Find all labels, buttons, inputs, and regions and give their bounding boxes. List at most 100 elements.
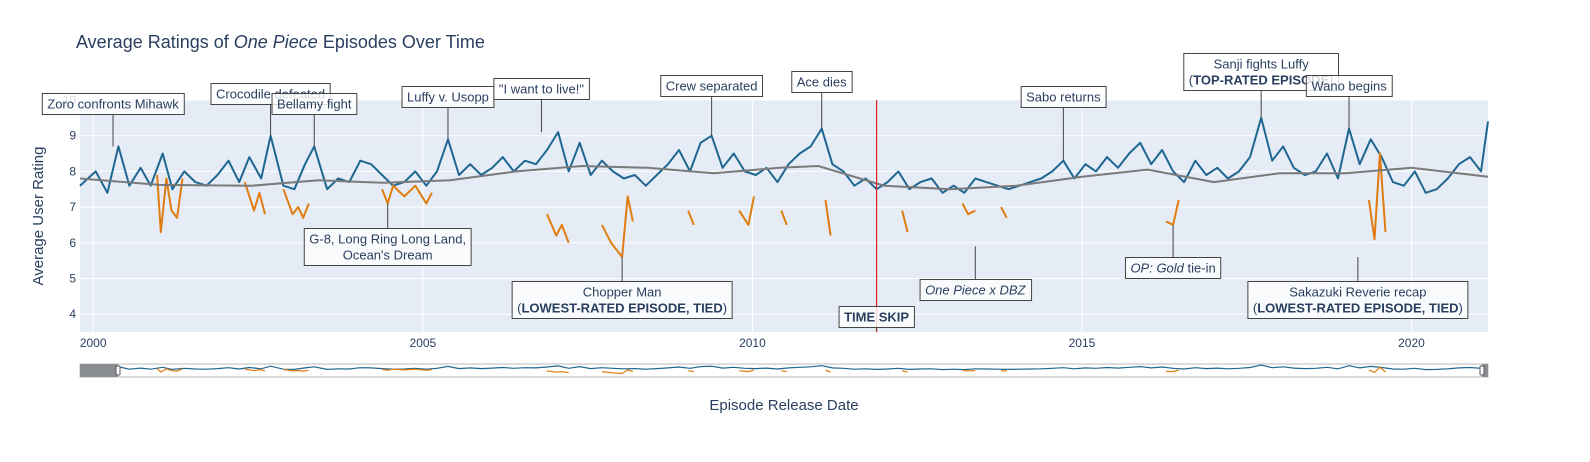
annotation-text-run: Chopper Man bbox=[583, 285, 662, 300]
annotation-text-run: Zoro confronts Mihawk bbox=[47, 97, 179, 112]
annotation-box bbox=[791, 71, 853, 93]
annotation-text-run: LOWEST-RATED EPISODE, TIED bbox=[1257, 301, 1458, 316]
filler-segment bbox=[282, 188, 310, 219]
annotation-crew: Crew separated bbox=[660, 75, 764, 136]
annotation-box bbox=[271, 93, 358, 115]
annotation-text-run: Bellamy fight bbox=[277, 97, 352, 112]
annotation-text: Wano begins bbox=[1311, 79, 1387, 94]
x-axis-title: Episode Release Date bbox=[709, 397, 858, 414]
annotation-text-run: Sanji fights Luffy bbox=[1214, 57, 1310, 72]
annotation-text: Sanji fights Luffy(TOP-RATED EPISODE) bbox=[1189, 57, 1334, 88]
range-slider-filler bbox=[739, 369, 755, 373]
filler-segment bbox=[243, 181, 266, 215]
title-italic: One Piece bbox=[234, 32, 318, 52]
annotation-box bbox=[919, 279, 1033, 301]
filler-segment bbox=[961, 203, 976, 216]
range-slider-filler bbox=[1165, 369, 1179, 373]
annotation-chopper: Chopper Man (LOWEST-RATED EPISODE, TIED) bbox=[511, 257, 733, 319]
annotation-want: "I want to live!" bbox=[493, 78, 590, 133]
annotation-sanji: Sanji fights Luffy(TOP-RATED EPISODE) bbox=[1183, 53, 1340, 118]
filler-segment bbox=[546, 213, 570, 244]
y-tick-label: 7 bbox=[69, 200, 76, 214]
data-layer bbox=[79, 100, 1489, 332]
annotation-text: OP: Gold tie-in bbox=[1130, 261, 1215, 276]
annotation-text-run: tie-in bbox=[1184, 261, 1216, 276]
range-slider-filler bbox=[825, 369, 831, 373]
x-tick-label: 2005 bbox=[410, 336, 437, 350]
annotation-text-run: ( bbox=[1189, 73, 1194, 88]
annotation-timeskip: TIME SKIP bbox=[838, 306, 915, 331]
annotation-box bbox=[1247, 281, 1469, 319]
y-tick-label: 4 bbox=[69, 307, 76, 321]
annotation-text: One Piece x DBZ bbox=[925, 283, 1026, 298]
annotation-text: Ace dies bbox=[797, 75, 847, 90]
x-tick-label: 2015 bbox=[1069, 336, 1096, 350]
annotation-text-run: LOWEST-RATED EPISODE, TIED bbox=[521, 301, 722, 316]
svg-text:Average Ratings of One Piece E: Average Ratings of One Piece Episodes Ov… bbox=[76, 32, 485, 52]
range-slider-filler bbox=[382, 368, 432, 371]
annotation-text-run: Ace dies bbox=[797, 75, 847, 90]
y-axis-title: Average User Rating bbox=[30, 147, 47, 286]
annotation-dbz: One Piece x DBZ bbox=[919, 246, 1033, 301]
annotation-text-run: Wano begins bbox=[1311, 79, 1387, 94]
x-tick-label: 2000 bbox=[80, 336, 107, 350]
y-tick-label: 6 bbox=[69, 236, 76, 250]
annotation-text: Sabo returns bbox=[1026, 90, 1101, 105]
range-slider-filler bbox=[244, 368, 266, 372]
annotation-ace: Ace dies bbox=[791, 71, 853, 129]
filler-segment bbox=[1000, 206, 1008, 219]
filler-segment bbox=[824, 199, 832, 236]
annotation-text: Sakazuki Reverie recap (LOWEST-RATED EPIS… bbox=[1253, 285, 1463, 316]
annotation-text-run: TOP-RATED EPISODE bbox=[1193, 73, 1329, 88]
range-slider-filler bbox=[902, 370, 908, 373]
y-tick-label: 8 bbox=[69, 164, 76, 178]
annotation-text-run: G-8, Long Ring Long Land, bbox=[309, 232, 466, 247]
annotation-text: "I want to live!" bbox=[499, 82, 584, 97]
range-slider-filler bbox=[688, 370, 694, 373]
range-slider-filler bbox=[962, 369, 976, 372]
annotation-usopp: Luffy v. Usopp bbox=[401, 86, 495, 140]
annotation-box bbox=[303, 228, 472, 266]
annotation-text-run: OP: Gold bbox=[1130, 261, 1184, 276]
title-prefix: Average Ratings of bbox=[76, 32, 234, 52]
filler-segment bbox=[738, 196, 755, 226]
filler-segment bbox=[381, 184, 433, 205]
range-slider-mask-right bbox=[1482, 364, 1488, 377]
filler-segment bbox=[1165, 199, 1180, 226]
range-slider-handle-right[interactable] bbox=[1479, 365, 1485, 376]
ratings-line bbox=[79, 116, 1489, 194]
range-slider-filler bbox=[1001, 369, 1007, 372]
range-slider-filler bbox=[156, 368, 183, 373]
filler-segment bbox=[601, 195, 634, 258]
range-slider-handle-left[interactable] bbox=[115, 365, 121, 376]
filler-segment bbox=[156, 174, 184, 234]
annotation-text-run: Sakazuki Reverie recap bbox=[1289, 285, 1426, 300]
annotation-sabo: Sabo returns bbox=[1020, 86, 1107, 161]
tick-labels: 4567891020002005201020152020 bbox=[63, 93, 1426, 350]
filler-segment bbox=[780, 210, 788, 226]
annotation-text-run: Crew separated bbox=[666, 79, 758, 94]
annotation-wano: Wano begins bbox=[1305, 75, 1393, 129]
annotation-text: Crew separated bbox=[666, 79, 758, 94]
y-tick-label: 5 bbox=[69, 271, 76, 285]
range-slider-filler bbox=[546, 370, 569, 374]
annotation-text-run: Sabo returns bbox=[1026, 90, 1101, 105]
annotation-text-run: ) bbox=[723, 301, 727, 316]
range-slider[interactable] bbox=[79, 363, 1489, 378]
annotation-text-run: Ocean's Dream bbox=[343, 248, 433, 263]
x-tick-label: 2010 bbox=[739, 336, 766, 350]
annotation-text-run: ( bbox=[517, 301, 522, 316]
range-slider-filler bbox=[781, 370, 787, 373]
annotation-box bbox=[1124, 257, 1222, 279]
annotation-text: Luffy v. Usopp bbox=[407, 90, 489, 105]
annotation-text-run: "I want to live!" bbox=[499, 82, 584, 97]
annotation-sakazuki: Sakazuki Reverie recap (LOWEST-RATED EPIS… bbox=[1247, 257, 1469, 319]
annotation-text: G-8, Long Ring Long Land, Ocean's Dream bbox=[309, 232, 466, 263]
range-slider-line bbox=[79, 364, 1489, 371]
annotation-bellamy: Bellamy fight bbox=[271, 93, 358, 147]
annotation-text-run: TIME SKIP bbox=[844, 310, 909, 325]
filler-segment bbox=[901, 210, 909, 233]
annotation-text: Chopper Man (LOWEST-RATED EPISODE, TIED) bbox=[517, 285, 727, 316]
annotation-box bbox=[660, 75, 764, 97]
